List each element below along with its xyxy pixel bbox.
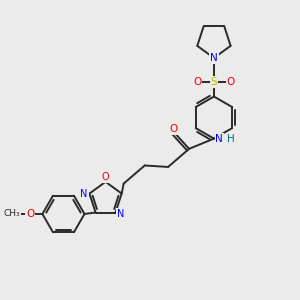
Text: O: O xyxy=(193,77,201,87)
Text: O: O xyxy=(102,172,110,182)
Text: H: H xyxy=(227,134,235,144)
Text: CH₃: CH₃ xyxy=(3,209,20,218)
Text: N: N xyxy=(117,209,124,219)
Text: S: S xyxy=(211,77,217,87)
Text: N: N xyxy=(210,53,218,63)
Text: N: N xyxy=(80,189,88,199)
Text: O: O xyxy=(169,124,177,134)
Text: O: O xyxy=(226,77,235,87)
Text: N: N xyxy=(215,134,223,144)
Text: O: O xyxy=(26,209,34,219)
